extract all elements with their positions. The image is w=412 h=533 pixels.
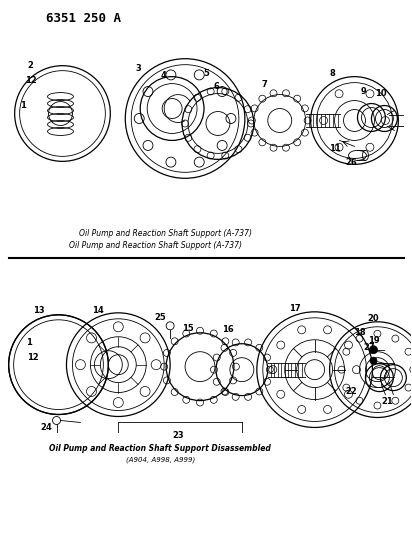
Text: Oil Pump and Reaction Shaft Support (A-737): Oil Pump and Reaction Shaft Support (A-7… <box>69 240 242 249</box>
Text: 22: 22 <box>346 387 357 396</box>
Text: 12: 12 <box>25 76 37 85</box>
Text: 6: 6 <box>213 82 219 91</box>
Text: 20: 20 <box>368 314 379 324</box>
Text: 1: 1 <box>26 338 32 347</box>
Text: 24: 24 <box>41 423 52 432</box>
Text: 4: 4 <box>160 71 166 80</box>
Text: (A904, A998, A999): (A904, A998, A999) <box>126 456 195 463</box>
Text: 11: 11 <box>329 144 340 153</box>
Text: Oil Pump and Reaction Shaft Support Disassembled: Oil Pump and Reaction Shaft Support Disa… <box>49 444 271 453</box>
Text: 9: 9 <box>360 87 366 96</box>
Text: 2: 2 <box>28 61 33 70</box>
Text: 16: 16 <box>222 325 234 334</box>
Text: 3: 3 <box>136 64 141 73</box>
Text: 13: 13 <box>33 306 44 316</box>
Text: Oil Pump and Reaction Shaft Support (A-737): Oil Pump and Reaction Shaft Support (A-7… <box>79 229 252 238</box>
Text: 18: 18 <box>353 328 365 337</box>
Text: 27: 27 <box>364 343 375 352</box>
Text: 21: 21 <box>382 397 393 406</box>
Text: 14: 14 <box>92 306 104 316</box>
Text: 15: 15 <box>182 324 194 333</box>
Text: 23: 23 <box>172 431 184 440</box>
Text: 26: 26 <box>346 158 357 167</box>
Text: 17: 17 <box>289 304 300 313</box>
Text: 7: 7 <box>262 80 268 89</box>
Text: 5: 5 <box>203 69 209 78</box>
Text: 12: 12 <box>27 353 38 362</box>
Text: 8: 8 <box>330 69 335 78</box>
Circle shape <box>370 357 377 364</box>
Text: 25: 25 <box>154 313 166 322</box>
Text: 10: 10 <box>375 89 386 98</box>
Text: 1: 1 <box>20 101 26 110</box>
Text: 6351 250 A: 6351 250 A <box>46 12 121 26</box>
Circle shape <box>370 346 377 354</box>
Text: 19: 19 <box>368 336 379 345</box>
